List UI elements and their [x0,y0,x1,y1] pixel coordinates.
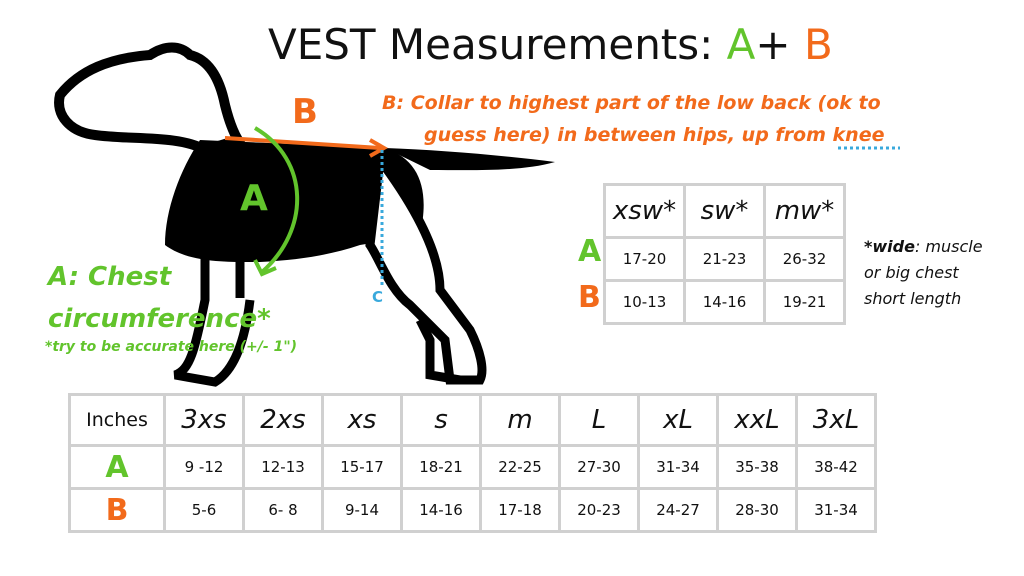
hd: s [400,393,482,447]
hd: xsw* [603,183,686,239]
cell: 31-34 [637,444,719,490]
hd: m [479,393,561,447]
cell: 10-13 [603,279,686,325]
cell: 24-27 [637,487,719,533]
note: *wide: muscle or big chest short length [864,234,983,312]
dog-front-leg [173,255,255,387]
hd: L [558,393,640,447]
label-b: B [292,92,318,132]
cell: 12-13 [242,444,324,490]
hd: mw* [763,183,846,239]
cell: 35-38 [716,444,798,490]
label-a: A [240,178,268,219]
title-b: B [803,20,833,69]
title-plus: + [755,20,791,69]
a-arrowhead [253,259,277,277]
desc-a: A: Chest [48,262,172,292]
hd: xxL [716,393,798,447]
cell: 20-23 [558,487,640,533]
rl: B [68,487,166,533]
desc-b-knee: knee [832,124,885,146]
cell: 5-6 [163,487,245,533]
cell: 18-21 [400,444,482,490]
dog-paw [415,317,461,385]
hd: 3xL [795,393,877,447]
dog-vest [165,140,424,262]
cell: 31-34 [795,487,877,533]
b-arrow [224,136,381,150]
cell: 9 -12 [163,444,245,490]
hd: 3xs [163,393,245,447]
hd: xL [637,393,719,447]
cell: 22-25 [479,444,561,490]
cell: 17-18 [479,487,561,533]
cell: 38-42 [795,444,877,490]
desc-a-note: *try to be accurate here (+/- 1") [45,339,298,355]
b-arrowhead [369,138,389,158]
cell: 14-16 [400,487,482,533]
table-row: 10-13 14-16 19-21 [603,279,846,325]
cell: 26-32 [763,236,846,282]
corner: Inches [68,393,166,447]
cell: 15-17 [321,444,403,490]
hd: sw* [683,183,766,239]
label-c: C [372,288,384,306]
wide-table: xsw* sw* mw* 17-20 21-23 26-32 10-13 14-16 19-21 [603,183,846,325]
desc-b-text: guess here) in between hips, up from [424,124,826,146]
cell: 21-23 [683,236,766,282]
hd: xs [321,393,403,447]
title-text: VEST Measurements: [268,20,714,69]
a-arc [253,126,300,274]
title-a: A [726,20,756,69]
table-row: B 5-6 6- 8 9-14 14-16 17-18 20-23 24-27 28-30 31-… [68,487,877,533]
dog-back-leg [365,148,487,385]
cell: 17-20 [603,236,686,282]
cell: 28-30 [716,487,798,533]
rl: A [68,444,166,490]
table-row: 17-20 21-23 26-32 [603,236,846,282]
row-label: A [578,234,602,269]
dog-head [54,42,246,156]
note-text: : muscle [914,237,983,256]
desc-b: B: Collar to highest part of the low bac… [382,92,881,114]
note-text: short length [864,289,962,308]
dog-tail [385,148,555,171]
cell: 6- 8 [242,487,324,533]
cell: 19-21 [763,279,846,325]
desc-a: circumference* [48,304,271,334]
desc-b: guess here) in between hips, up from kne… [424,124,884,146]
hd: 2xs [242,393,324,447]
note-text: or big chest [864,263,959,282]
title: VEST Measurements: A+ B [268,20,833,69]
cell: 9-14 [321,487,403,533]
table-row: xsw* sw* mw* [603,183,846,239]
cell: 27-30 [558,444,640,490]
row-label: B [578,280,601,315]
note-emph: *wide [864,237,915,256]
cell: 14-16 [683,279,766,325]
